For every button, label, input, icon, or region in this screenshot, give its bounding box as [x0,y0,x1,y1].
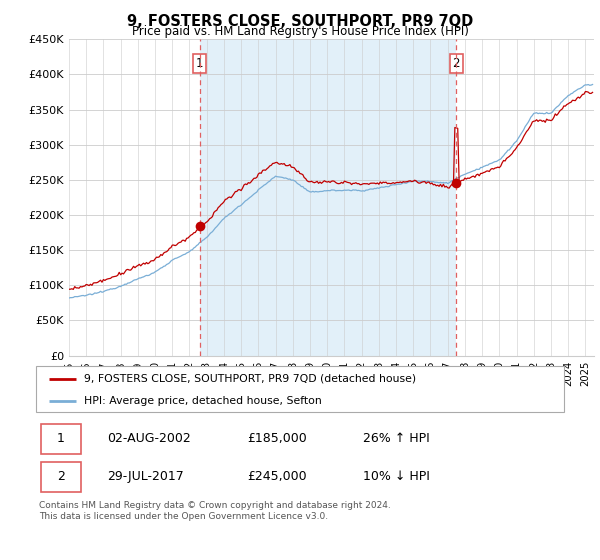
FancyBboxPatch shape [41,424,81,454]
FancyBboxPatch shape [36,366,564,412]
Text: 26% ↑ HPI: 26% ↑ HPI [364,432,430,445]
Text: Price paid vs. HM Land Registry's House Price Index (HPI): Price paid vs. HM Land Registry's House … [131,25,469,38]
Text: Contains HM Land Registry data © Crown copyright and database right 2024.
This d: Contains HM Land Registry data © Crown c… [39,501,391,521]
Text: 9, FOSTERS CLOSE, SOUTHPORT, PR9 7QD: 9, FOSTERS CLOSE, SOUTHPORT, PR9 7QD [127,14,473,29]
FancyBboxPatch shape [41,461,81,492]
Text: £245,000: £245,000 [247,470,307,483]
Text: 10% ↓ HPI: 10% ↓ HPI [364,470,430,483]
Text: 1: 1 [196,57,203,71]
Text: HPI: Average price, detached house, Sefton: HPI: Average price, detached house, Seft… [83,396,321,407]
Text: 2: 2 [452,57,460,71]
Bar [200,39,456,356]
Text: 1: 1 [57,432,65,445]
Text: 2: 2 [57,470,65,483]
Text: £185,000: £185,000 [247,432,307,445]
Text: 29-JUL-2017: 29-JUL-2017 [107,470,184,483]
Text: 9, FOSTERS CLOSE, SOUTHPORT, PR9 7QD (detached house): 9, FOSTERS CLOSE, SOUTHPORT, PR9 7QD (de… [83,374,416,384]
Text: 02-AUG-2002: 02-AUG-2002 [107,432,191,445]
